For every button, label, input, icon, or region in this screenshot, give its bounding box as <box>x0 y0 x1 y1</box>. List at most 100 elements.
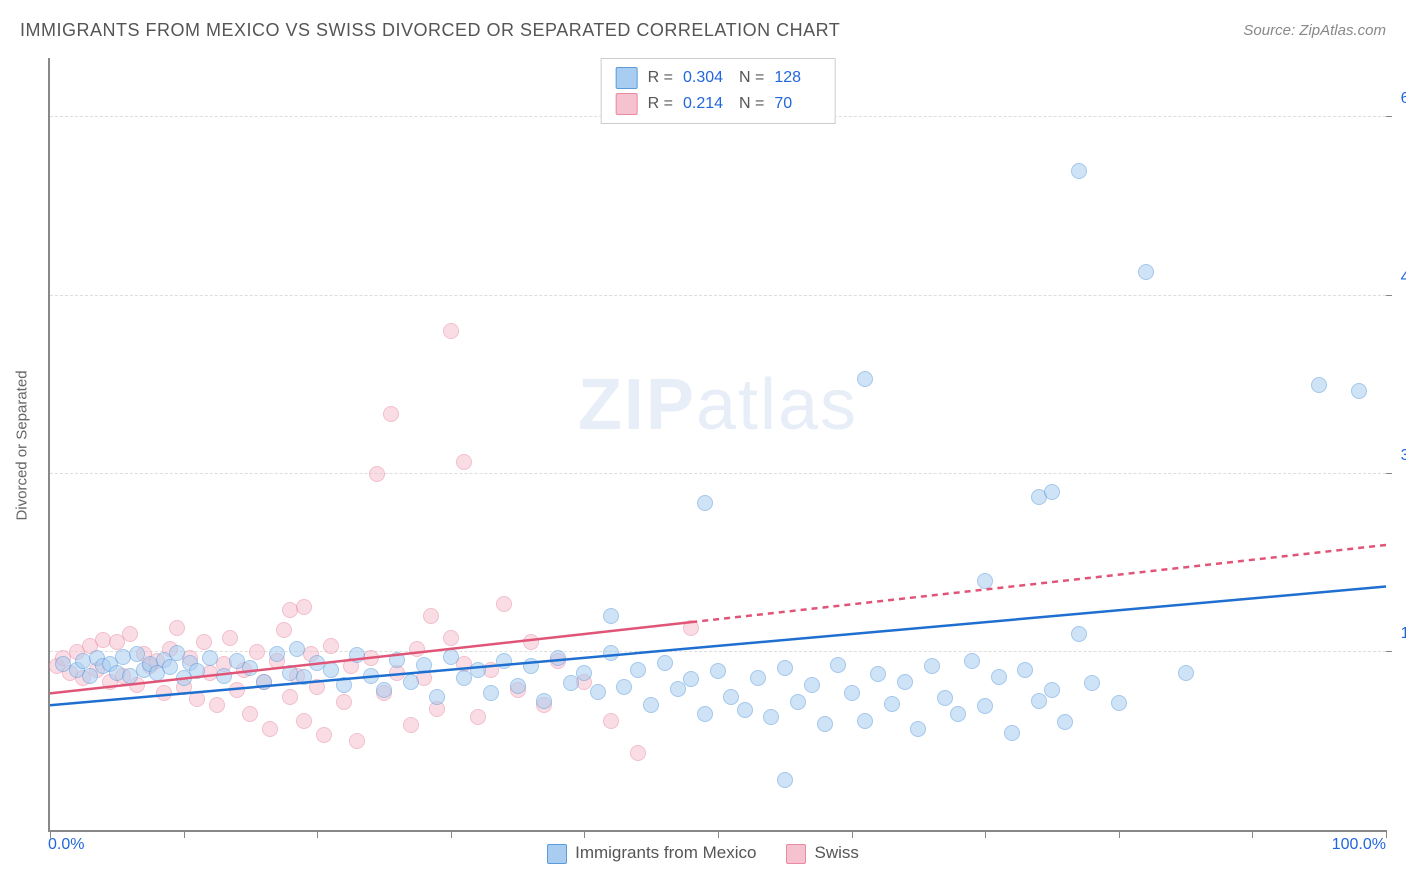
scatter-point-swiss <box>209 697 225 713</box>
series-legend-item: Immigrants from Mexico <box>547 843 756 864</box>
scatter-point-mexico <box>242 660 258 676</box>
scatter-point-swiss <box>169 620 185 636</box>
scatter-point-mexico <box>1031 693 1047 709</box>
scatter-point-swiss <box>403 717 419 733</box>
scatter-point-swiss <box>282 689 298 705</box>
series-legend: Immigrants from Mexico Swiss <box>0 843 1406 864</box>
series-legend-label: Swiss <box>814 843 858 862</box>
scatter-point-mexico <box>550 650 566 666</box>
scatter-point-mexico <box>777 772 793 788</box>
y-axis-label: Divorced or Separated <box>14 370 31 520</box>
legend-n-value: 70 <box>774 95 820 113</box>
scatter-point-mexico <box>657 655 673 671</box>
scatter-point-swiss <box>363 650 379 666</box>
scatter-point-mexico <box>510 678 526 694</box>
scatter-point-mexico <box>857 371 873 387</box>
scatter-point-mexico <box>683 671 699 687</box>
scatter-point-mexico <box>1044 682 1060 698</box>
y-tick-mark <box>1386 473 1392 474</box>
chart-area: Divorced or Separated ZIPatlas R =0.304N… <box>48 58 1386 832</box>
legend-r-value: 0.304 <box>683 69 729 87</box>
scatter-point-mexico <box>790 694 806 710</box>
scatter-point-mexico <box>296 669 312 685</box>
scatter-point-swiss <box>262 721 278 737</box>
y-tick-mark <box>1386 295 1392 296</box>
scatter-point-mexico <box>777 660 793 676</box>
scatter-point-swiss <box>196 634 212 650</box>
legend-r-label: R = <box>648 69 673 87</box>
scatter-point-mexico <box>910 721 926 737</box>
scatter-point-swiss <box>276 622 292 638</box>
scatter-point-mexico <box>1071 626 1087 642</box>
scatter-point-mexico <box>991 669 1007 685</box>
legend-swatch-icon <box>786 844 806 864</box>
scatter-point-mexico <box>723 689 739 705</box>
legend-r-value: 0.214 <box>683 95 729 113</box>
legend-swatch-icon <box>547 844 567 864</box>
scatter-point-swiss <box>456 454 472 470</box>
gridline <box>50 295 1386 296</box>
legend-swatch-icon <box>616 93 638 115</box>
scatter-point-mexico <box>1071 163 1087 179</box>
scatter-point-mexico <box>323 662 339 678</box>
scatter-point-mexico <box>964 653 980 669</box>
y-tick-mark <box>1386 116 1392 117</box>
scatter-point-mexico <box>950 706 966 722</box>
chart-title: IMMIGRANTS FROM MEXICO VS SWISS DIVORCED… <box>20 20 840 41</box>
scatter-point-mexico <box>924 658 940 674</box>
scatter-point-mexico <box>470 662 486 678</box>
scatter-point-mexico <box>483 685 499 701</box>
scatter-point-mexico <box>937 690 953 706</box>
y-tick-label: 60.0% <box>1391 90 1406 108</box>
scatter-point-mexico <box>630 662 646 678</box>
scatter-point-swiss <box>336 694 352 710</box>
chart-source: Source: ZipAtlas.com <box>1243 22 1386 39</box>
scatter-point-swiss <box>443 323 459 339</box>
scatter-point-mexico <box>643 697 659 713</box>
scatter-point-mexico <box>523 658 539 674</box>
y-tick-mark <box>1386 651 1392 652</box>
y-tick-label: 45.0% <box>1391 269 1406 287</box>
trendline-dashed <box>691 545 1386 622</box>
scatter-point-mexico <box>349 647 365 663</box>
scatter-point-swiss <box>242 706 258 722</box>
gridline <box>50 473 1386 474</box>
scatter-point-swiss <box>222 630 238 646</box>
scatter-point-swiss <box>229 682 245 698</box>
scatter-point-mexico <box>897 674 913 690</box>
scatter-point-mexico <box>256 674 272 690</box>
scatter-point-mexico <box>576 665 592 681</box>
scatter-point-swiss <box>496 596 512 612</box>
plot-area: ZIPatlas R =0.304N =128R =0.214N =70 15.… <box>48 58 1386 832</box>
scatter-point-mexico <box>844 685 860 701</box>
scatter-point-swiss <box>523 634 539 650</box>
scatter-point-mexico <box>496 653 512 669</box>
scatter-point-mexico <box>616 679 632 695</box>
scatter-point-mexico <box>697 495 713 511</box>
scatter-point-mexico <box>603 645 619 661</box>
scatter-point-swiss <box>630 745 646 761</box>
scatter-point-mexico <box>884 696 900 712</box>
scatter-point-mexico <box>763 709 779 725</box>
scatter-point-swiss <box>409 641 425 657</box>
scatter-point-mexico <box>1044 484 1060 500</box>
scatter-point-swiss <box>603 713 619 729</box>
scatter-point-mexico <box>216 668 232 684</box>
scatter-point-swiss <box>323 638 339 654</box>
y-tick-label: 30.0% <box>1391 447 1406 465</box>
scatter-point-mexico <box>817 716 833 732</box>
x-tick-mark <box>1386 830 1387 838</box>
scatter-point-mexico <box>429 689 445 705</box>
scatter-point-swiss <box>683 620 699 636</box>
scatter-point-mexico <box>977 573 993 589</box>
scatter-point-swiss <box>316 727 332 743</box>
scatter-point-mexico <box>830 657 846 673</box>
scatter-point-mexico <box>403 674 419 690</box>
scatter-point-mexico <box>590 684 606 700</box>
scatter-point-mexico <box>189 663 205 679</box>
scatter-point-mexico <box>416 657 432 673</box>
y-tick-label: 15.0% <box>1391 625 1406 643</box>
scatter-point-mexico <box>336 677 352 693</box>
legend-n-value: 128 <box>774 69 820 87</box>
scatter-point-mexico <box>376 682 392 698</box>
